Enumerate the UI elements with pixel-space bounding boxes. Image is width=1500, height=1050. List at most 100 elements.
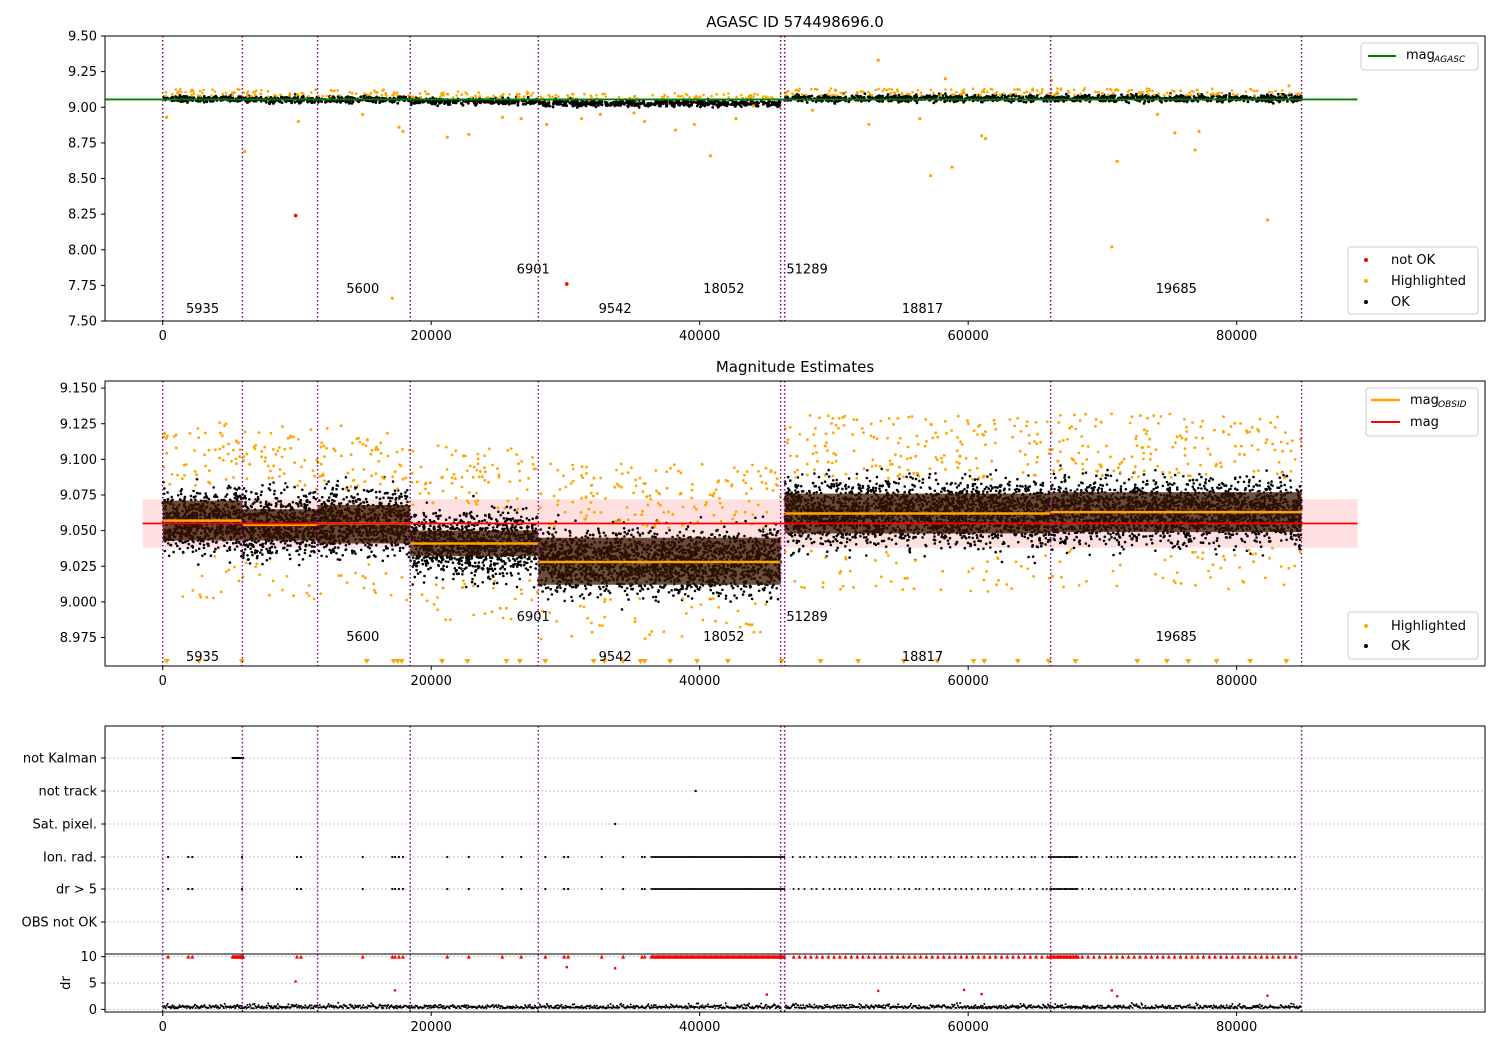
ok-point — [1185, 100, 1189, 104]
ok-point — [396, 543, 400, 546]
highlighted-point — [203, 431, 207, 435]
ok-point — [204, 492, 207, 495]
ok-point — [190, 96, 194, 100]
ok-point — [191, 546, 195, 549]
highlighted-point — [1173, 131, 1177, 135]
highlighted-point — [950, 165, 954, 169]
highlighted-point — [248, 462, 252, 466]
ok-point — [320, 554, 323, 558]
ok-point — [622, 101, 626, 105]
highlighted-point — [986, 90, 989, 94]
highlighted-point — [885, 88, 889, 92]
highlighted-point — [219, 431, 222, 435]
highlighted-point — [174, 88, 177, 91]
ok-point — [436, 104, 440, 108]
ok-point — [197, 563, 200, 566]
ok-point — [606, 103, 610, 107]
ok-point — [672, 104, 676, 107]
highlighted-point — [392, 91, 396, 94]
highlighted-point — [1288, 92, 1291, 95]
highlighted-point — [702, 93, 705, 97]
highlighted-point — [932, 91, 935, 95]
ok-point — [390, 496, 394, 500]
ok-point — [166, 491, 169, 494]
highlighted-point — [191, 589, 195, 592]
ok-point — [235, 545, 239, 548]
highlighted-point — [165, 451, 169, 455]
ok-point — [328, 548, 332, 552]
highlighted-point — [267, 476, 271, 480]
highlighted-point — [892, 91, 896, 95]
highlighted-point — [275, 95, 278, 98]
ok-point — [186, 101, 189, 104]
highlighted-point — [1256, 89, 1259, 93]
ok-point — [253, 551, 257, 555]
highlighted-point — [1083, 87, 1086, 90]
obs-label: 19685 — [1156, 282, 1197, 297]
highlighted-point — [890, 88, 894, 91]
highlighted-point — [221, 458, 225, 462]
ok-point — [228, 546, 232, 549]
ok-point — [1022, 100, 1026, 104]
highlighted-point — [794, 88, 798, 92]
ok-point — [564, 102, 568, 106]
highlighted-point — [1185, 93, 1188, 97]
ok-point — [289, 557, 292, 561]
highlighted-point — [254, 565, 257, 569]
ok-point — [192, 489, 195, 493]
ok-point — [364, 543, 367, 547]
highlighted-point — [756, 93, 760, 96]
ok-point — [261, 553, 264, 556]
highlighted-point — [283, 447, 287, 451]
ok-point — [527, 101, 530, 104]
highlighted-point — [292, 435, 295, 439]
ok-point — [318, 499, 321, 502]
highlighted-point — [274, 453, 278, 456]
highlighted-point — [227, 568, 231, 572]
highlighted-point — [603, 92, 606, 96]
highlighted-point — [557, 95, 560, 98]
ok-point — [260, 490, 263, 494]
ok-point — [259, 543, 262, 547]
ok-point — [170, 495, 173, 499]
ok-point — [265, 558, 269, 562]
highlighted-point — [279, 93, 282, 96]
ok-point — [881, 94, 884, 98]
highlighted-point — [859, 90, 863, 93]
highlighted-point — [221, 92, 224, 96]
highlighted-point — [442, 91, 445, 95]
highlighted-point — [231, 94, 234, 97]
ok-point — [243, 494, 247, 498]
highlighted-point — [199, 595, 203, 599]
highlighted-point — [684, 92, 688, 96]
ok-point — [337, 546, 340, 549]
ok-point — [712, 102, 715, 106]
highlighted-point — [583, 92, 586, 96]
y-tick-label: 8.25 — [68, 208, 97, 223]
highlighted-point — [280, 455, 284, 459]
highlighted-point — [196, 94, 200, 97]
highlighted-point — [271, 579, 275, 583]
highlighted-point — [163, 431, 167, 435]
ok-point — [767, 104, 771, 108]
ok-point — [282, 505, 285, 508]
ok-point — [298, 101, 301, 105]
ok-point — [401, 546, 405, 550]
x-tick-label: 0 — [159, 329, 167, 344]
ok-point — [447, 103, 450, 106]
highlighted-point — [177, 92, 180, 95]
highlighted-point — [278, 446, 281, 449]
ok-point — [202, 543, 206, 547]
highlighted-point — [243, 149, 247, 154]
highlighted-point — [202, 88, 205, 92]
highlighted-point — [220, 434, 224, 438]
ok-point — [745, 101, 748, 104]
ok-point — [187, 542, 191, 546]
highlighted-point — [190, 93, 193, 97]
ok-point — [354, 552, 357, 555]
ok-point — [1266, 94, 1270, 98]
highlighted-point — [363, 92, 366, 95]
ok-point — [333, 546, 337, 549]
highlighted-point — [230, 91, 235, 95]
highlighted-point — [213, 555, 217, 558]
